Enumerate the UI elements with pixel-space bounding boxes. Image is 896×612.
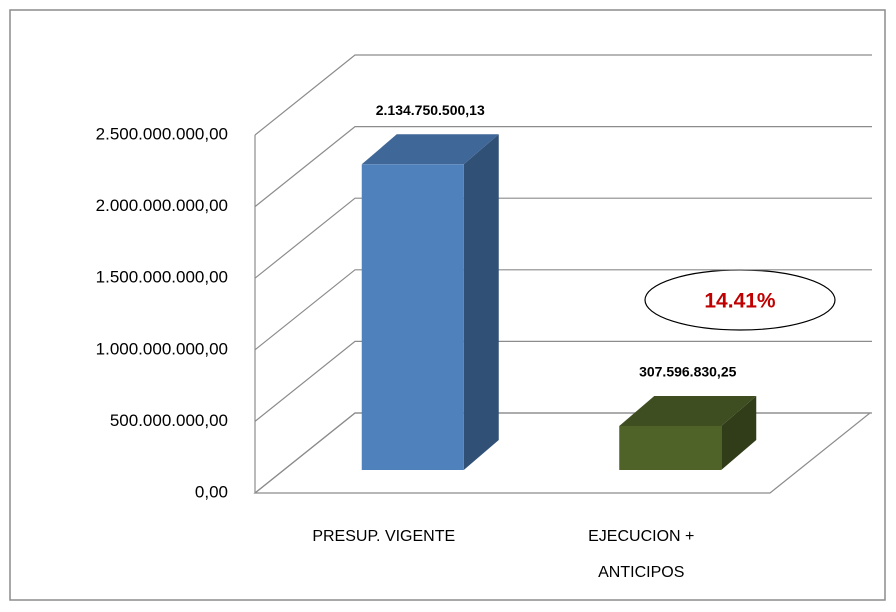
bar-top (619, 395, 757, 426)
bar (361, 164, 464, 471)
y-tick-label: 2.500.000.000,00 (96, 124, 228, 143)
bar-top (361, 134, 499, 165)
x-tick-label: PRESUP. VIGENTE (312, 528, 455, 545)
y-tick-label: 0,00 (195, 482, 228, 501)
grid-line (254, 54, 872, 136)
grid-line (254, 197, 872, 279)
value-label: 2.134.750.500,13 (376, 102, 485, 118)
grid-line (254, 125, 872, 208)
grid-line (254, 340, 872, 422)
value-label: 307.596.830,25 (639, 364, 737, 380)
annotation: 14.41% (704, 290, 776, 313)
y-tick-label: 2.000.000.000,00 (96, 196, 228, 215)
grid-line (254, 269, 872, 351)
bar-side (721, 395, 757, 470)
x-tick-label: EJECUCION + ANTICIPOS (588, 528, 694, 581)
bar (619, 425, 722, 470)
y-tick-label: 500.000.000,00 (110, 411, 228, 430)
y-tick-label: 1.500.000.000,00 (96, 268, 228, 287)
bar-side (463, 134, 499, 471)
y-tick-label: 1.000.000.000,00 (96, 339, 228, 358)
